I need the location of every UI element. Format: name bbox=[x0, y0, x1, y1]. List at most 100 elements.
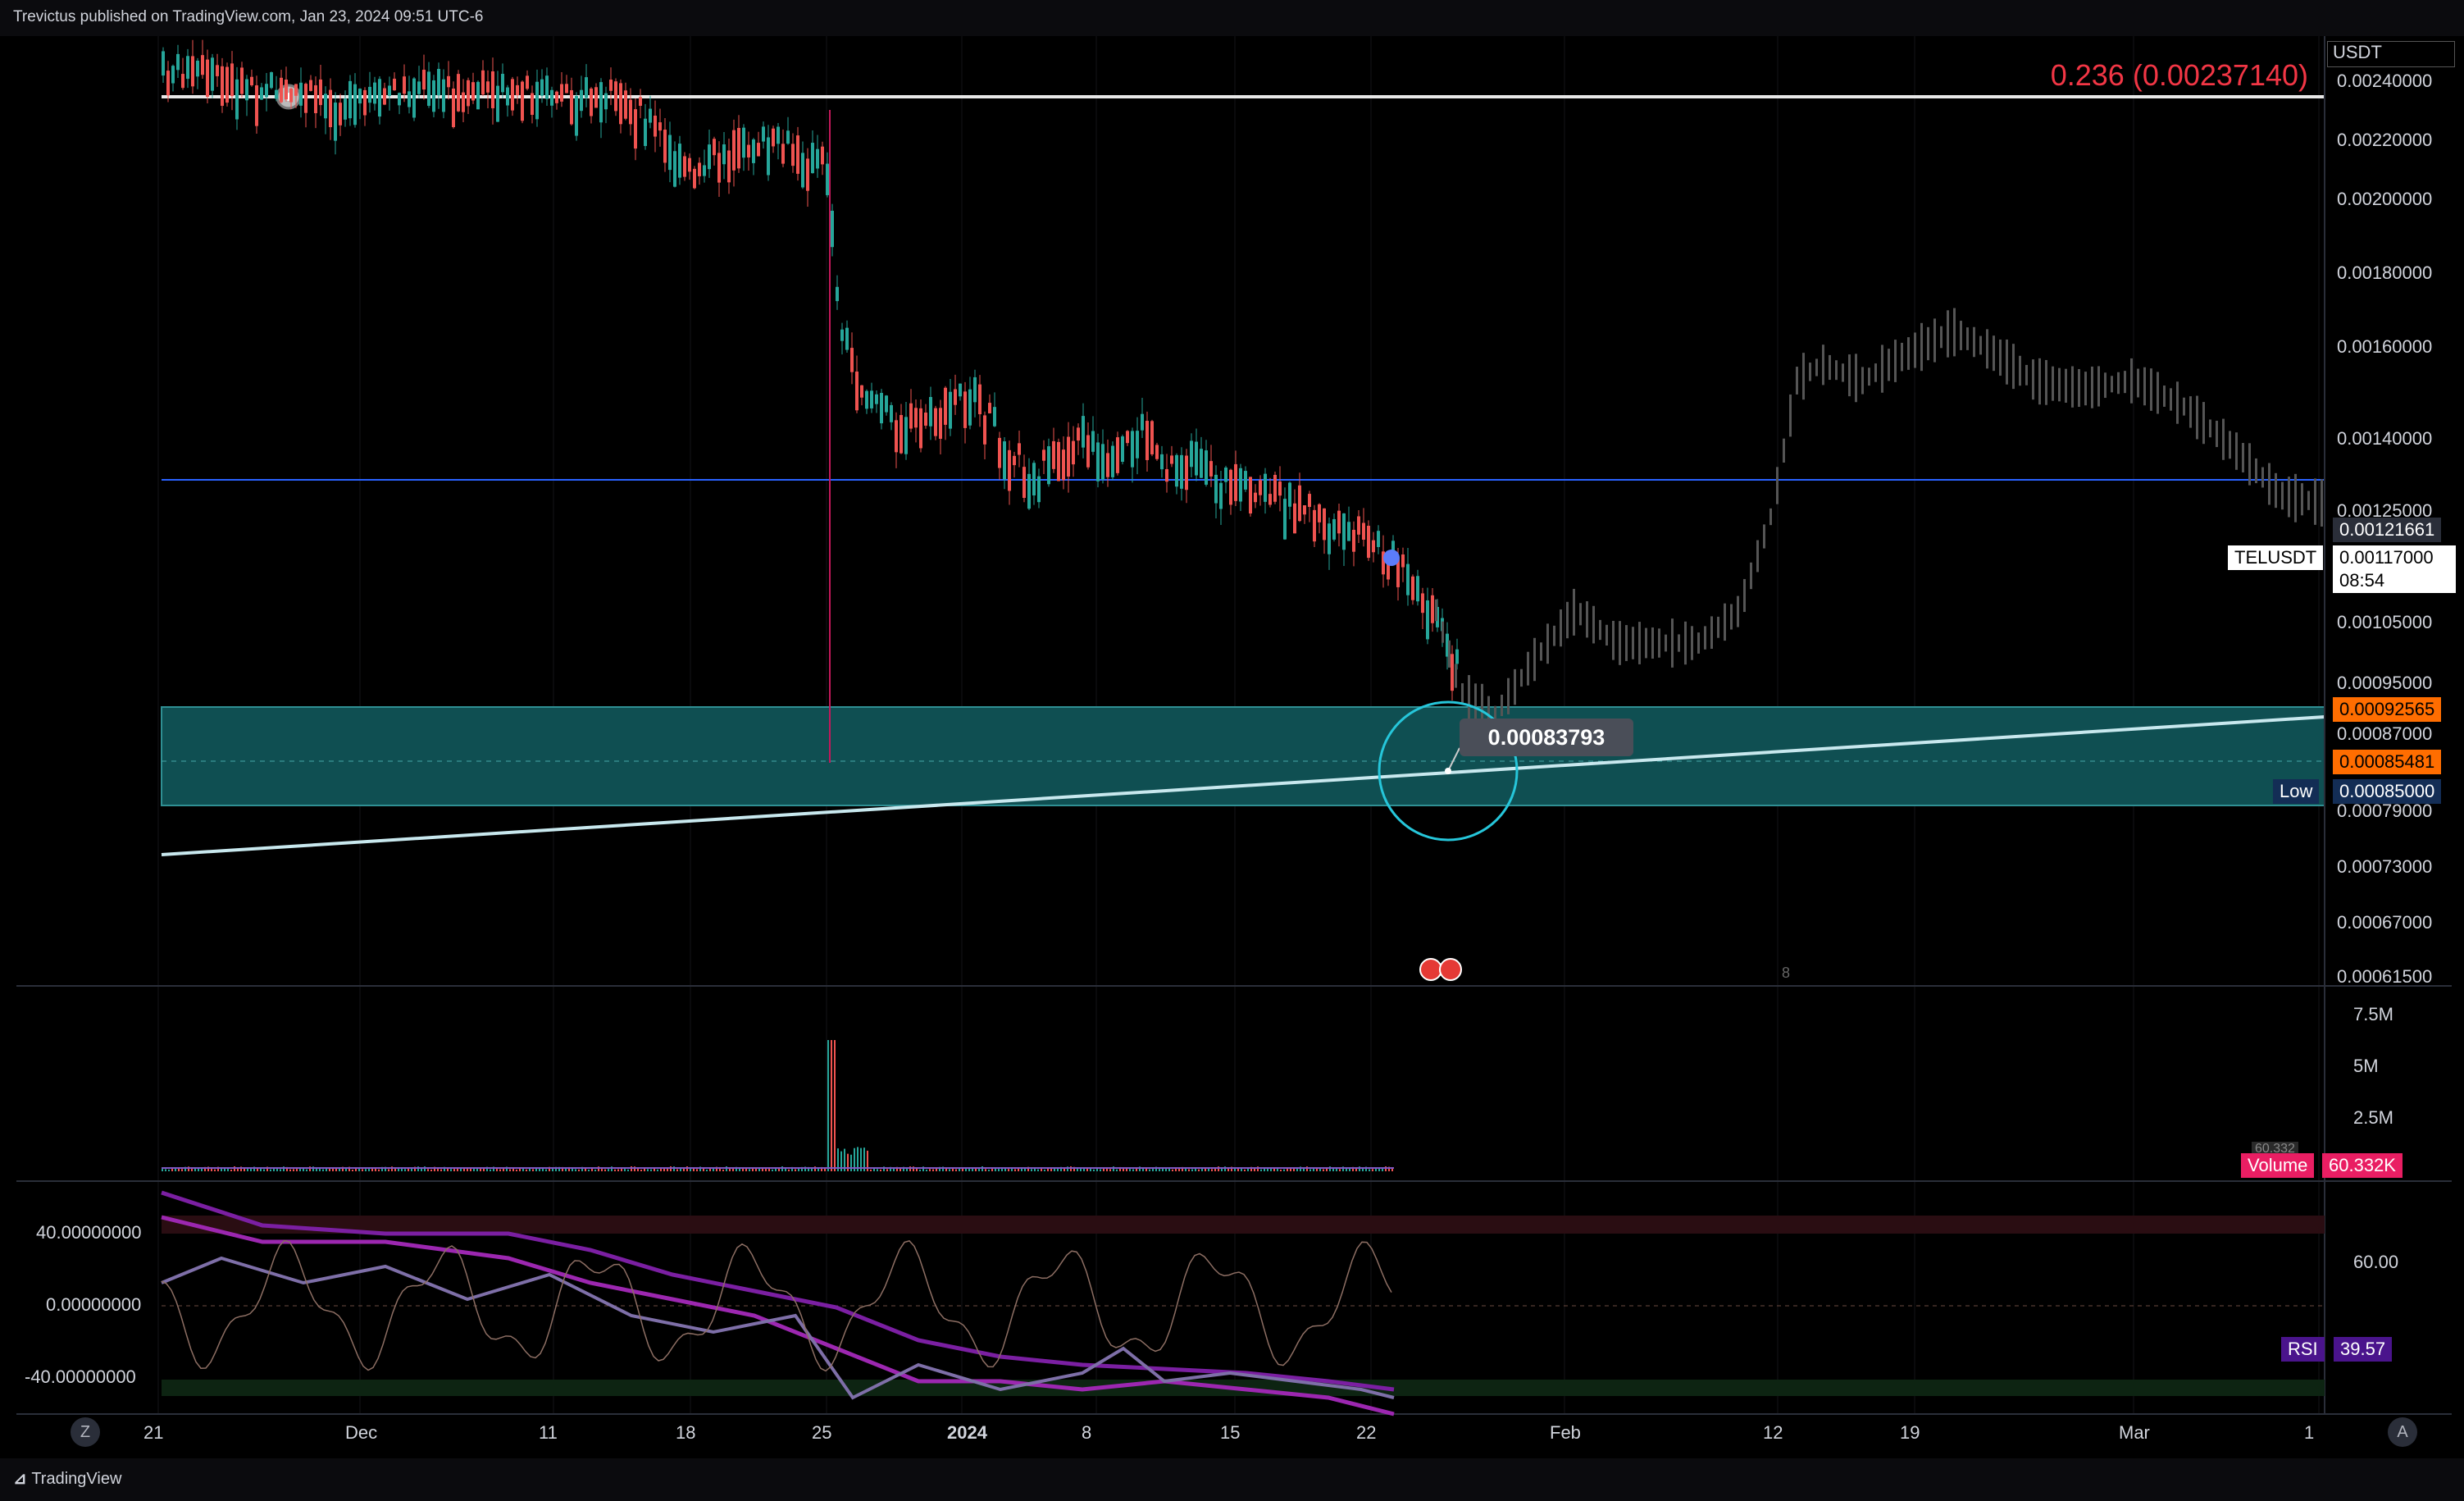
volume-bar bbox=[394, 1167, 396, 1171]
volume-bar bbox=[978, 1169, 980, 1171]
volume-bar bbox=[1159, 1169, 1160, 1171]
volume-bar bbox=[266, 1166, 268, 1171]
projection-candle bbox=[2216, 420, 2218, 448]
volume-bar bbox=[447, 1167, 449, 1171]
projection-candle bbox=[2281, 481, 2284, 510]
volume-bar bbox=[644, 1167, 645, 1171]
volume-bar bbox=[476, 1168, 478, 1171]
osc-line-1 bbox=[161, 1190, 1395, 1392]
volume-bar bbox=[289, 1169, 291, 1171]
event-flag-icon[interactable] bbox=[1419, 958, 1442, 981]
volume-bar bbox=[1086, 1167, 1088, 1171]
projection-candle bbox=[2117, 372, 2120, 395]
volume-bar bbox=[676, 1169, 678, 1171]
currency-label[interactable]: USDT bbox=[2327, 41, 2455, 67]
volume-bar bbox=[552, 1167, 553, 1171]
volume-bar bbox=[526, 1169, 527, 1171]
volume-bar bbox=[286, 1166, 288, 1171]
volume-bar bbox=[1346, 1167, 1347, 1171]
projection-candle bbox=[2196, 395, 2198, 440]
highlight-circle[interactable] bbox=[1378, 700, 1519, 842]
projection-candle bbox=[1632, 627, 1634, 659]
volume-bar bbox=[762, 1167, 763, 1171]
volume-bar bbox=[1178, 1168, 1180, 1171]
projection-candle bbox=[1546, 623, 1549, 664]
volume-bar bbox=[227, 1167, 229, 1171]
auto-scale-button[interactable]: A bbox=[2388, 1417, 2417, 1447]
alert-dot[interactable] bbox=[1383, 550, 1400, 566]
volume-bar bbox=[965, 1167, 967, 1171]
volume-bar bbox=[916, 1168, 918, 1171]
volume-bar bbox=[617, 1169, 619, 1171]
volume-bar bbox=[1136, 1167, 1137, 1171]
annotation-point bbox=[1445, 768, 1451, 774]
projection-candle bbox=[1789, 394, 1792, 437]
projection-candle bbox=[1756, 540, 1759, 573]
volume-bar bbox=[1349, 1168, 1350, 1171]
projection-candle bbox=[2071, 366, 2074, 408]
projection-candle bbox=[1809, 363, 1811, 381]
volume-bar bbox=[509, 1169, 511, 1171]
volume-bar bbox=[1227, 1167, 1229, 1171]
volume-bar bbox=[667, 1168, 668, 1171]
volume-bar bbox=[683, 1168, 685, 1171]
volume-bar bbox=[1254, 1167, 1255, 1171]
price-tick: 0.00079000 bbox=[2337, 801, 2433, 821]
event-flag-icon[interactable] bbox=[1439, 958, 1462, 981]
chart-area[interactable]: 0.00083793 8 0.236 (0.00237140) USDT 0.0… bbox=[16, 36, 2456, 1458]
projection-candle bbox=[1737, 595, 1739, 627]
volume-bar bbox=[549, 1166, 550, 1171]
price-bubble[interactable] bbox=[1460, 719, 1633, 756]
osc-wave bbox=[161, 1239, 1392, 1372]
time-tick: 22 bbox=[1356, 1422, 1377, 1443]
projection-candle bbox=[2143, 367, 2146, 406]
support-zone[interactable] bbox=[161, 706, 2325, 806]
projection-candle bbox=[1973, 326, 1975, 358]
volume-bar bbox=[401, 1168, 403, 1171]
zoom-reset-button[interactable]: Z bbox=[71, 1417, 100, 1447]
volume-bar bbox=[1070, 1166, 1072, 1171]
volume-bar bbox=[591, 1168, 593, 1171]
volume-bar bbox=[801, 1166, 803, 1171]
volume-bar bbox=[545, 1169, 547, 1171]
projection-candle bbox=[2301, 483, 2303, 516]
price-tick: 0.00073000 bbox=[2337, 856, 2433, 877]
projection-candle bbox=[1592, 605, 1595, 644]
volume-bar bbox=[1126, 1168, 1127, 1171]
price-tick: 0.00160000 bbox=[2337, 336, 2433, 357]
volume-bar bbox=[214, 1169, 216, 1171]
volume-bar bbox=[1201, 1168, 1203, 1171]
time-tick: 8 bbox=[1082, 1422, 1092, 1443]
volume-bar bbox=[1313, 1167, 1314, 1171]
volume-bar bbox=[207, 1166, 209, 1171]
footer: ⊿ TradingView bbox=[0, 1458, 2464, 1501]
volume-bar bbox=[427, 1169, 429, 1171]
volume-bar bbox=[742, 1168, 744, 1171]
projection-candle bbox=[2111, 376, 2113, 393]
volume-bar bbox=[1145, 1168, 1147, 1171]
volume-bar bbox=[503, 1168, 504, 1171]
rsi-legend[interactable]: RSI bbox=[2281, 1337, 2325, 1362]
projection-candle bbox=[1953, 308, 1956, 357]
volume-bar bbox=[991, 1168, 993, 1171]
volume-bar bbox=[850, 1154, 852, 1171]
volume-bar bbox=[404, 1169, 406, 1171]
volume-bar bbox=[575, 1169, 576, 1171]
trendline[interactable] bbox=[161, 715, 2325, 856]
volume-bar bbox=[293, 1169, 294, 1171]
volume-bar bbox=[234, 1166, 235, 1171]
volume-bar bbox=[637, 1168, 639, 1171]
volume-legend[interactable]: Volume bbox=[2241, 1153, 2315, 1178]
chart-canvas[interactable]: 0.00083793 8 0.236 (0.00237140) bbox=[16, 36, 2452, 1458]
volume-bar bbox=[391, 1166, 393, 1171]
volume-bar bbox=[598, 1166, 599, 1171]
volume-bar bbox=[1080, 1168, 1082, 1171]
projection-candle bbox=[1874, 363, 1877, 382]
volume-tick: 5M bbox=[2353, 1056, 2379, 1076]
main-pane[interactable] bbox=[16, 36, 2325, 984]
volume-bar bbox=[827, 1040, 829, 1171]
volume-bar bbox=[975, 1167, 977, 1171]
volume-bar bbox=[198, 1168, 199, 1171]
time-tick: Feb bbox=[1550, 1422, 1581, 1443]
projection-candles bbox=[1435, 308, 2323, 733]
